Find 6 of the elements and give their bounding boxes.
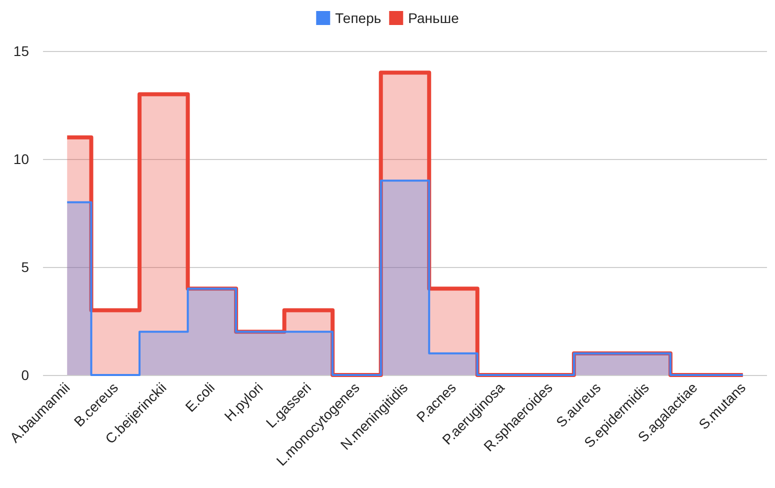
- y-tick-label: 15: [13, 43, 30, 59]
- y-tick-label: 0: [21, 367, 30, 383]
- y-tick-label: 10: [13, 151, 30, 167]
- legend-label: Теперь: [335, 10, 382, 26]
- legend-label: Раньше: [408, 10, 460, 26]
- y-tick-label: 5: [21, 259, 30, 275]
